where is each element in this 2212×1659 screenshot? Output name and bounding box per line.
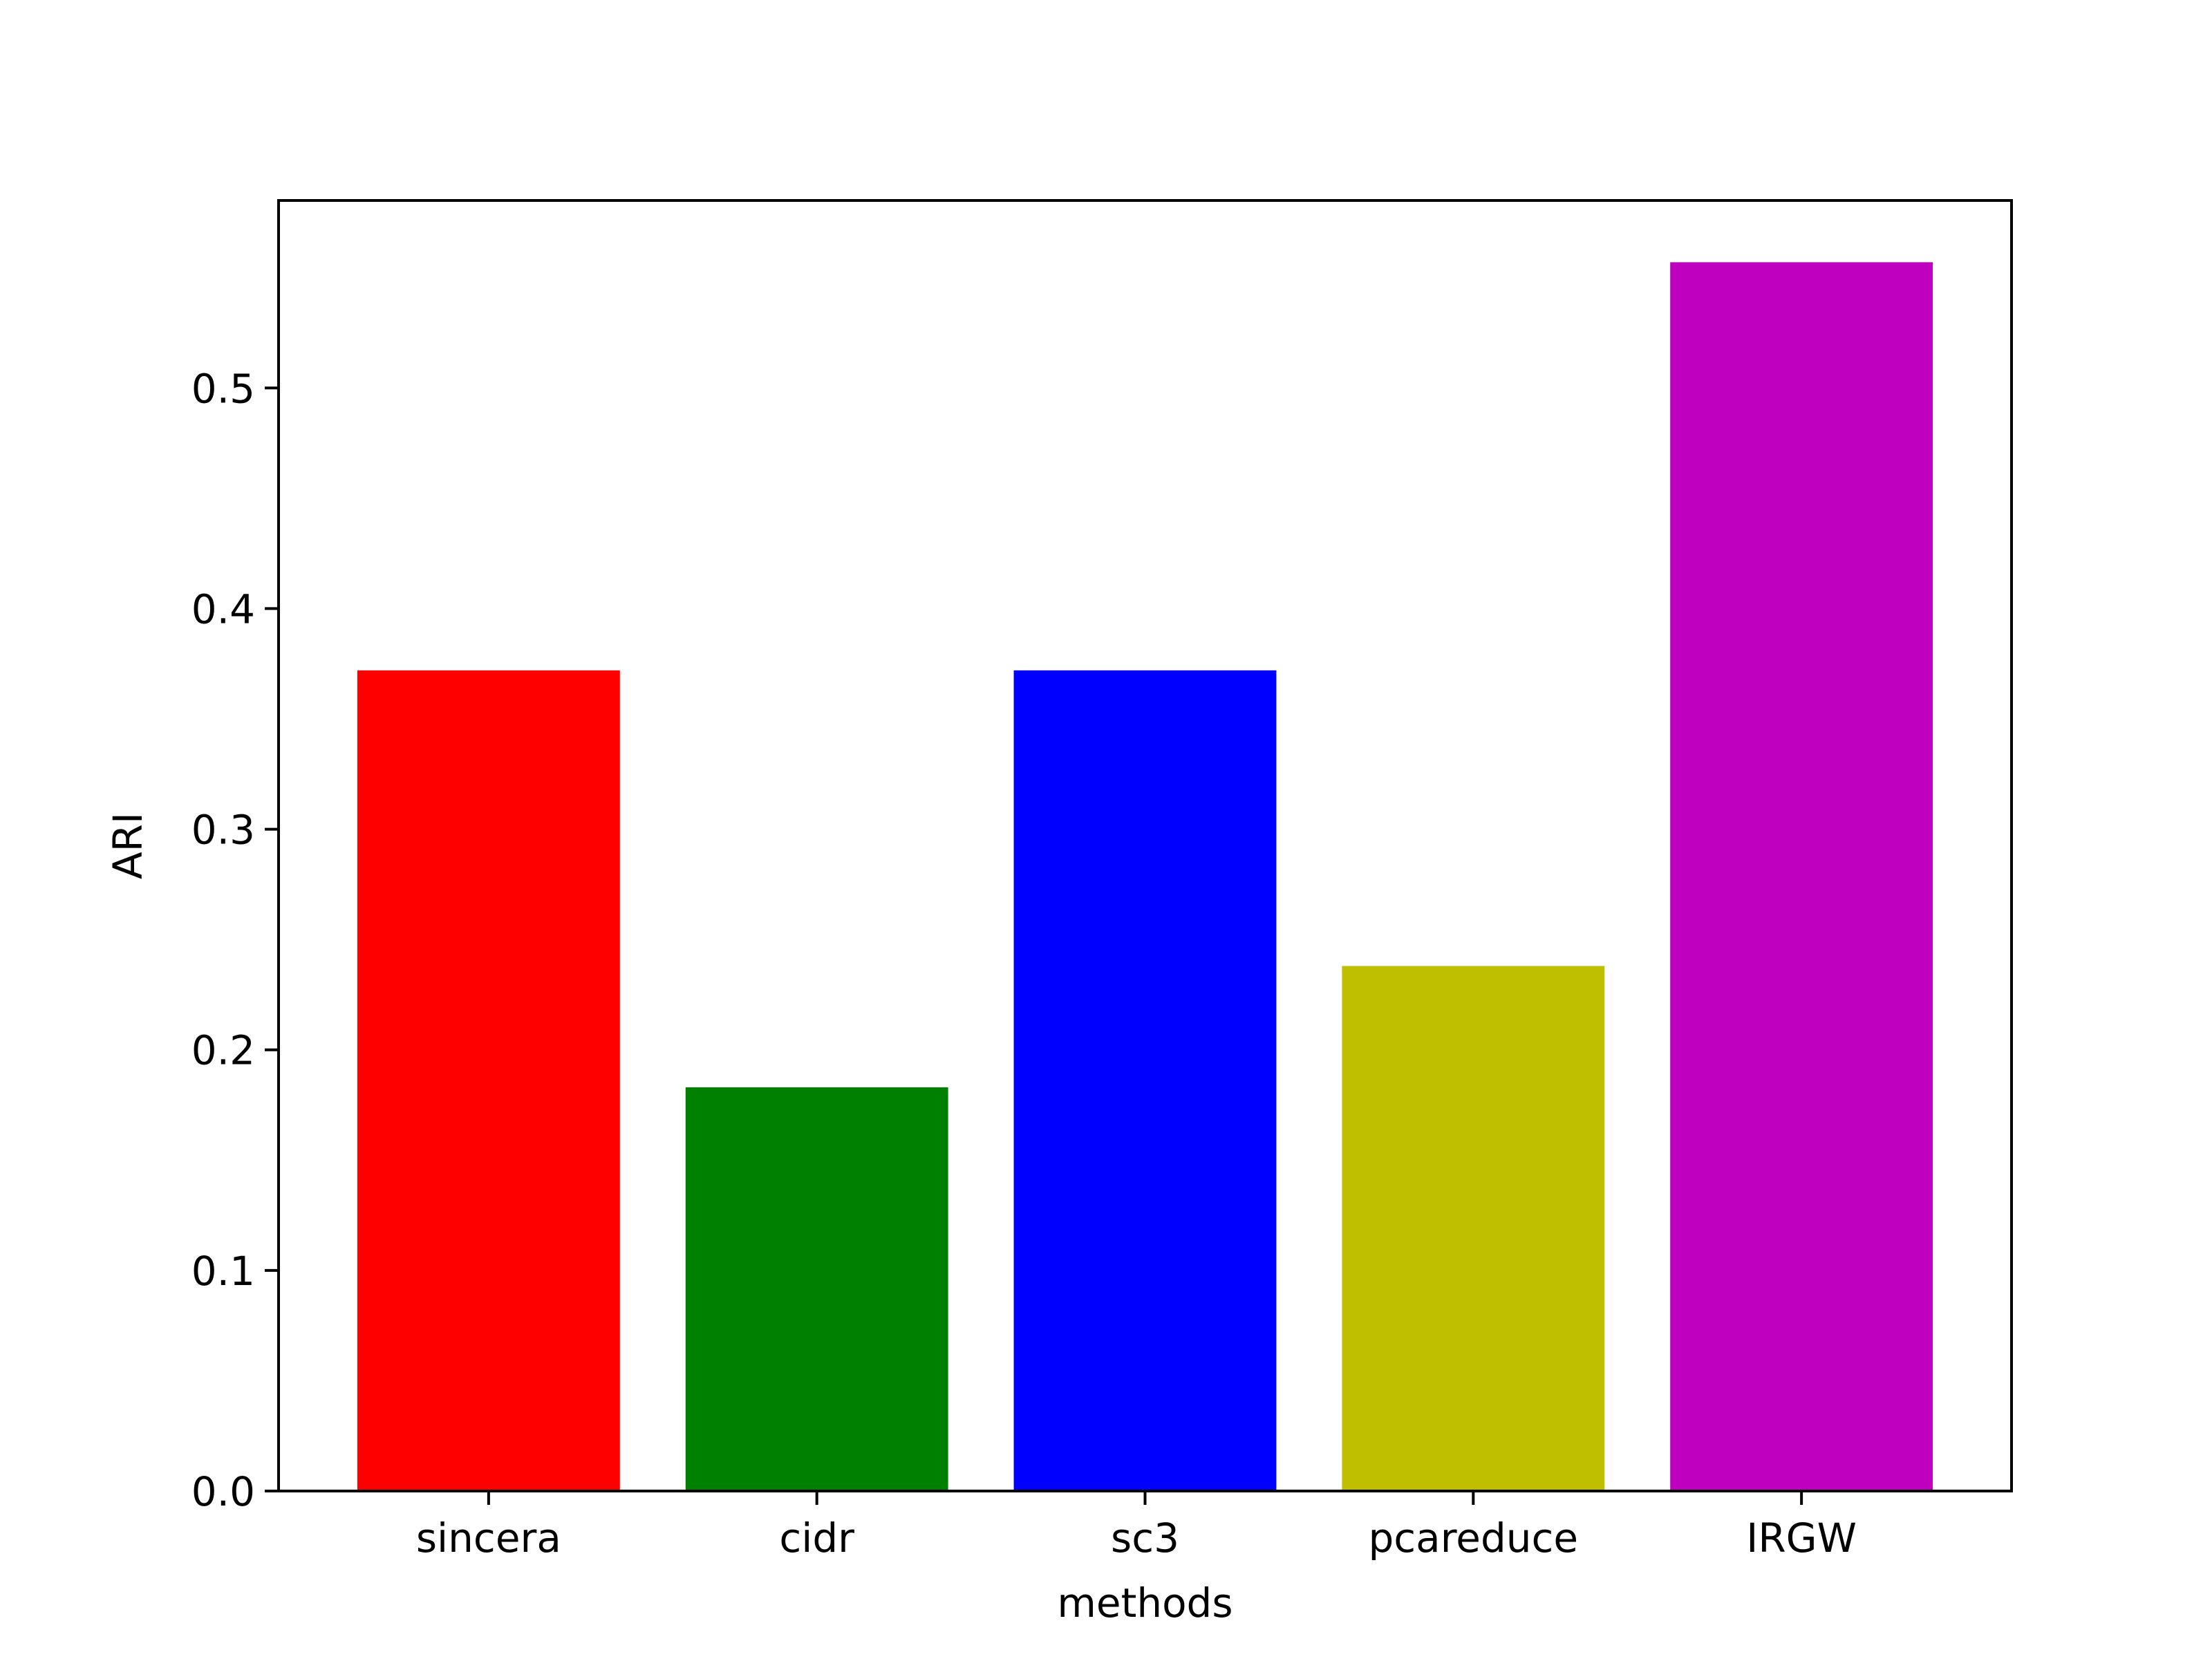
y-axis-label: ARI	[104, 812, 151, 879]
x-tick-label-sincera: sincera	[416, 1515, 561, 1562]
y-tick-label: 0.4	[191, 585, 255, 632]
bar-sincera	[357, 670, 620, 1491]
y-tick-label: 0.1	[191, 1248, 255, 1295]
y-tick-label: 0.2	[191, 1027, 255, 1074]
x-axis-label: methods	[1057, 1580, 1232, 1627]
y-tick-label: 0.3	[191, 807, 255, 854]
y-tick-label: 0.5	[191, 365, 255, 412]
y-axis: 0.0 0.1 0.2 0.3 0.4 0.5	[191, 365, 279, 1515]
bar-IRGW	[1670, 262, 1933, 1491]
bar-cidr	[685, 1087, 948, 1491]
x-tick-label-sc3: sc3	[1111, 1515, 1179, 1562]
bar-pcareduce	[1342, 966, 1605, 1491]
x-tick-label-IRGW: IRGW	[1746, 1515, 1857, 1562]
y-tick-label: 0.0	[191, 1468, 255, 1515]
x-tick-label-cidr: cidr	[779, 1515, 854, 1562]
x-axis: sincera cidr sc3 pcareduce IRGW	[416, 1491, 1857, 1562]
bars-group	[357, 262, 1933, 1491]
x-tick-label-pcareduce: pcareduce	[1368, 1515, 1578, 1562]
bar-sc3	[1013, 670, 1277, 1491]
